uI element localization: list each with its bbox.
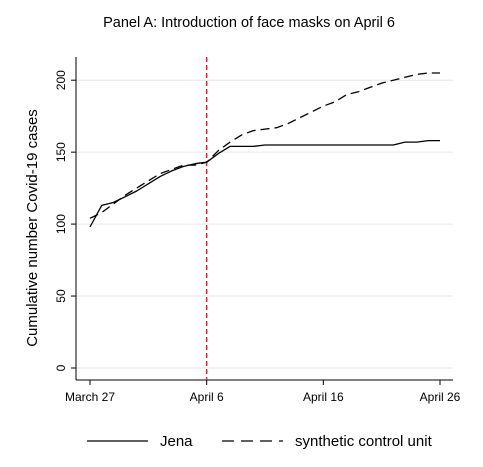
x-tick-label: April 6 (190, 390, 224, 404)
x-tick-label: April 26 (420, 390, 461, 404)
x-tick-label: March 27 (65, 390, 115, 404)
gridlines (76, 79, 453, 369)
legend-label: Jena (160, 433, 193, 450)
x-tick-label: April 16 (303, 390, 344, 404)
y-tick-label: 150 (54, 142, 68, 162)
legend: Jena synthetic control unit (87, 433, 433, 450)
series-lines (89, 72, 440, 228)
series-line-jena (89, 139, 440, 228)
y-tick-label: 0 (54, 364, 68, 371)
axes: 0 50 100 150 200 March 27 April 6 April 16 April… (54, 57, 461, 404)
y-axis-title: Cumulative number Covid-19 cases (24, 109, 41, 347)
series-line-synthetic-control (89, 72, 440, 219)
y-tick-label: 50 (54, 289, 68, 303)
legend-label: synthetic control unit (295, 433, 433, 450)
chart-title: Panel A: Introduction of face masks on A… (103, 15, 395, 31)
y-tick-label: 200 (54, 70, 68, 90)
y-tick-label: 100 (54, 214, 68, 234)
